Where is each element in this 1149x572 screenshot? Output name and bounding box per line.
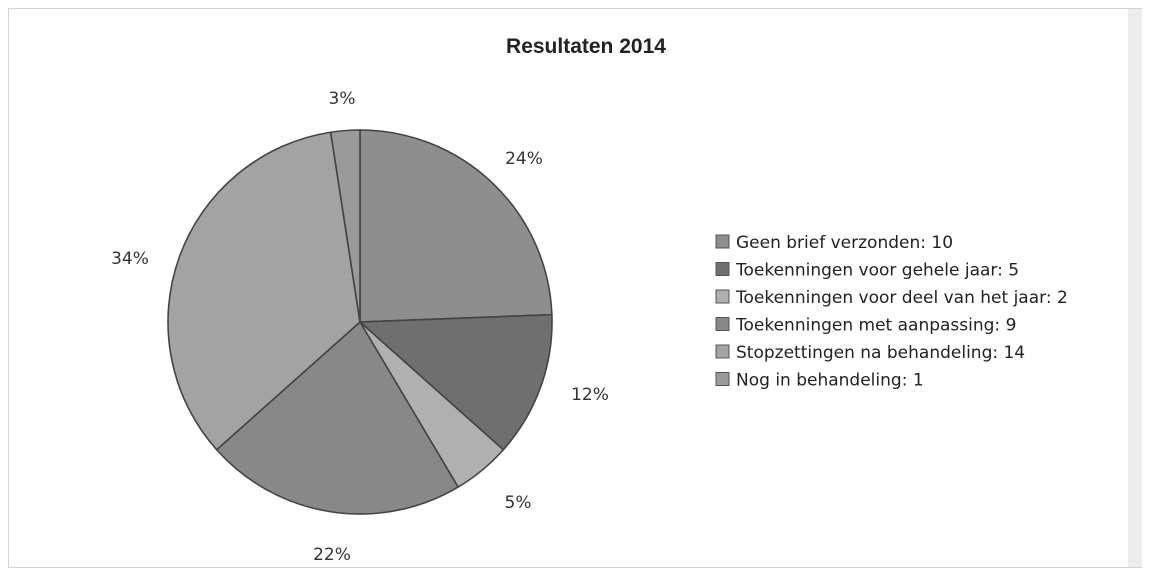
legend-entry: Toekenningen voor gehele jaar: 5: [735, 261, 1019, 281]
pie-slice: [167, 131, 361, 451]
pie-slice: [357, 313, 553, 451]
legend-entry: Toekenningen met aanpassing: 9: [735, 316, 1016, 336]
scroll-edge: [1128, 9, 1142, 567]
pie-slices: [167, 129, 553, 515]
slice-percent-label: 34%: [111, 249, 149, 269]
legend-entry: Geen brief verzonden: 10: [736, 233, 953, 253]
legend-swatch: [715, 344, 730, 359]
legend-swatch: [715, 372, 730, 386]
legend: Geen brief verzonden: 10 Toekenningen voo…: [715, 233, 1068, 391]
slice-percent-label: 5%: [505, 493, 532, 513]
legend-entry: Nog in behandeling: 1: [736, 371, 924, 391]
slice-percent-label: 12%: [571, 385, 609, 405]
legend-swatch: [715, 262, 730, 276]
chart-title: Resultaten 2014: [506, 35, 666, 58]
percent-labels: 24% 12% 5% 22% 34% 3%: [111, 89, 609, 565]
slice-percent-label: 24%: [505, 149, 543, 169]
pie-slice: [215, 320, 460, 515]
pie-slice: [329, 129, 361, 323]
legend-swatch: [715, 234, 730, 249]
legend-swatch: [715, 289, 730, 304]
slice-percent-label: 3%: [329, 89, 356, 109]
slice-percent-label: 22%: [313, 545, 351, 565]
legend-swatch: [715, 317, 730, 331]
pie-slice: [359, 129, 553, 323]
legend-entry: Toekenningen voor deel van het jaar: 2: [735, 288, 1068, 308]
legend-entry: Stopzettingen na behandeling: 14: [736, 343, 1025, 363]
